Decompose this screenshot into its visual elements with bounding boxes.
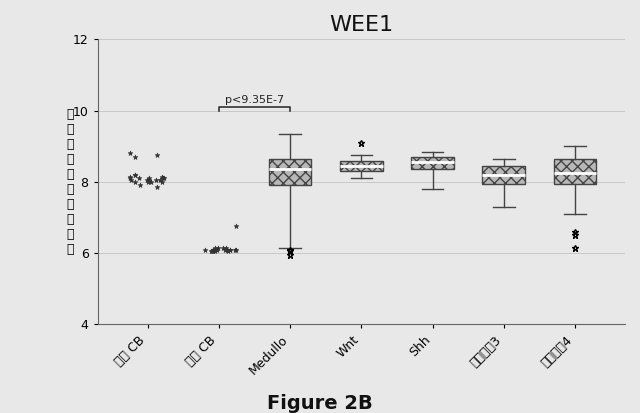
Point [159, 175, 169, 182]
Point [223, 248, 234, 255]
Point [134, 175, 144, 182]
Point [125, 175, 135, 182]
Point [152, 152, 162, 159]
Point [143, 178, 154, 185]
Point [207, 248, 217, 255]
Point [144, 175, 154, 182]
Point [200, 246, 210, 253]
Point [225, 246, 235, 253]
Point [157, 173, 168, 180]
PathPatch shape [269, 159, 312, 185]
Point [231, 223, 241, 230]
Point [230, 246, 240, 253]
Point [211, 244, 221, 251]
Point [129, 154, 140, 160]
Point [157, 178, 167, 185]
Point [155, 177, 165, 183]
Point [207, 246, 218, 253]
Point [152, 184, 162, 190]
Point [134, 182, 145, 189]
PathPatch shape [483, 166, 525, 184]
Point [126, 177, 136, 183]
Point [225, 246, 236, 253]
Y-axis label: 相
対
発
現
（
ｌ
ｏ
ｇ
２
）: 相 対 発 現 （ ｌ ｏ ｇ ２ ） [66, 108, 74, 256]
Point [218, 244, 228, 251]
Point [146, 178, 156, 185]
Point [206, 248, 216, 255]
Point [158, 175, 168, 182]
Point [221, 244, 231, 251]
PathPatch shape [554, 159, 596, 184]
Point [212, 244, 223, 251]
Point [131, 171, 141, 178]
Point [210, 248, 220, 255]
Point [130, 178, 140, 185]
Point [125, 150, 136, 157]
PathPatch shape [340, 161, 383, 171]
Point [230, 246, 241, 253]
Point [142, 177, 152, 183]
Text: Figure 2B: Figure 2B [267, 394, 373, 413]
Title: WEE1: WEE1 [329, 15, 394, 35]
Point [208, 248, 218, 255]
Point [129, 171, 140, 178]
Text: p<9.35E-7: p<9.35E-7 [225, 95, 284, 105]
Point [143, 177, 154, 183]
Point [151, 177, 161, 183]
Point [125, 173, 135, 180]
PathPatch shape [412, 157, 454, 169]
Point [212, 246, 222, 253]
Point [222, 246, 232, 253]
Point [220, 246, 230, 253]
